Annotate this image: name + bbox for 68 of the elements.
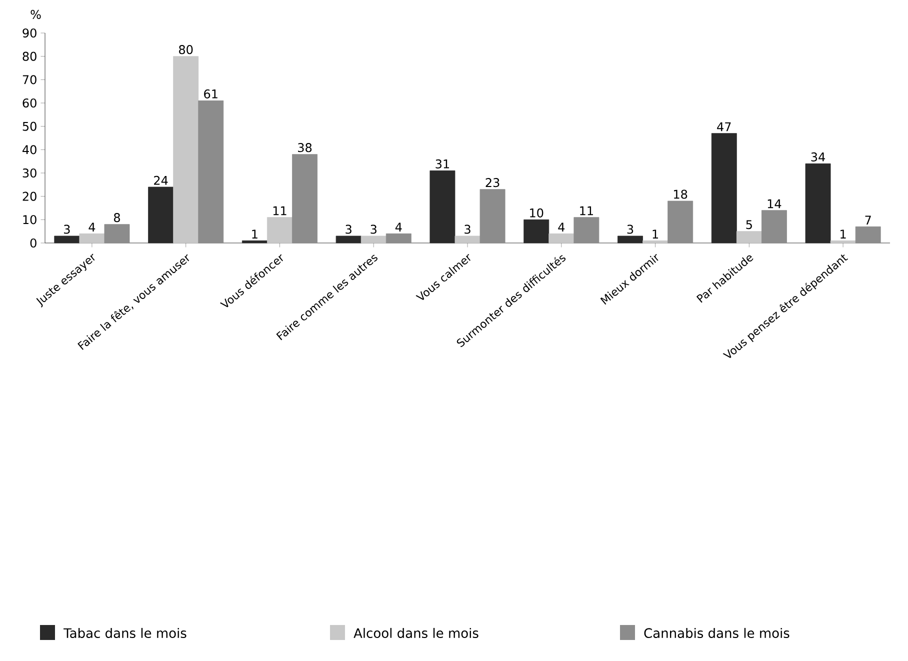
data-label: 10 <box>530 208 544 218</box>
bar <box>855 226 881 244</box>
bar <box>736 231 762 244</box>
legend-label: Cannabis dans le mois <box>644 628 790 638</box>
bar <box>574 217 600 244</box>
data-label: 5 <box>746 220 752 230</box>
data-label: 3 <box>64 224 70 234</box>
data-label: 47 <box>717 122 731 132</box>
data-label: 23 <box>486 178 500 188</box>
data-label: 18 <box>674 190 688 199</box>
bar <box>761 210 787 244</box>
legend-label: Tabac dans le mois <box>64 628 186 638</box>
bar <box>104 224 130 244</box>
y-tick-label: 0 <box>30 238 36 248</box>
bar <box>173 56 199 244</box>
data-label: 7 <box>865 216 871 224</box>
bar <box>430 170 456 244</box>
y-tick-label: 70 <box>22 75 36 84</box>
y-tick-label: 80 <box>22 52 36 61</box>
data-label: 61 <box>204 89 218 98</box>
bar <box>805 163 831 244</box>
bar <box>54 236 80 244</box>
data-label: 3 <box>370 224 376 234</box>
bar <box>242 240 268 244</box>
y-tick-label: 40 <box>22 145 36 154</box>
data-label: 1 <box>252 230 258 238</box>
y-tick-label: 10 <box>23 215 36 224</box>
data-label: 3 <box>346 224 352 234</box>
y-tick-label: 50 <box>22 122 36 131</box>
data-label: 1 <box>652 230 658 238</box>
bar <box>548 233 574 244</box>
y-tick-label: 60 <box>22 98 36 108</box>
bar <box>292 154 318 244</box>
data-label: 14 <box>768 199 782 208</box>
data-label: 11 <box>273 206 286 216</box>
data-label: 3 <box>627 224 634 234</box>
bar <box>454 236 480 244</box>
legend-label: Alcool dans le mois <box>354 628 478 638</box>
y-axis-title: % <box>30 10 41 19</box>
bar <box>79 233 105 244</box>
bar <box>267 217 292 244</box>
y-tick-label: 90 <box>22 28 36 38</box>
data-label: 34 <box>811 152 825 162</box>
bar <box>386 233 412 244</box>
data-label: 1 <box>840 230 846 238</box>
data-label: 8 <box>114 213 120 222</box>
data-label: 4 <box>558 222 565 232</box>
bar <box>524 219 550 244</box>
data-label: 11 <box>580 206 593 216</box>
y-tick-label: 30 <box>22 168 36 178</box>
bar <box>336 236 362 244</box>
data-label: 4 <box>395 222 402 232</box>
bar <box>198 100 224 244</box>
bar <box>711 133 737 244</box>
data-label: 31 <box>436 159 449 168</box>
data-label: 38 <box>298 143 312 152</box>
bar <box>148 186 174 244</box>
data-label: 4 <box>88 222 96 232</box>
data-label: 3 <box>464 224 470 234</box>
bar <box>360 236 386 244</box>
data-label: 24 <box>154 176 168 185</box>
y-tick-label: 20 <box>22 192 36 201</box>
bar <box>480 189 506 244</box>
bar <box>618 236 643 244</box>
bar <box>830 240 856 244</box>
bar <box>642 240 668 244</box>
data-label: 80 <box>179 45 193 54</box>
bar <box>668 200 694 244</box>
